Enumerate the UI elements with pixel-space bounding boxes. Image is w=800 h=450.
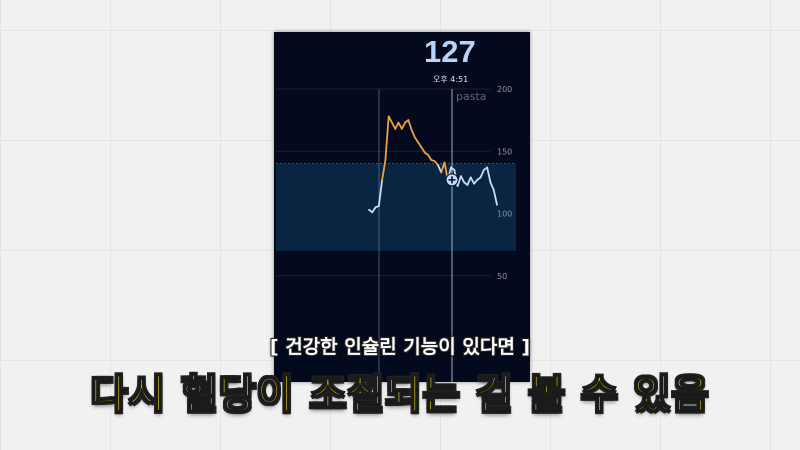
plus-icon (448, 176, 456, 184)
glucose-line-segment (414, 136, 420, 144)
glucose-line-segment (486, 166, 492, 184)
glucose-line-segment (417, 141, 423, 149)
target-range-band (276, 163, 516, 251)
reading-time: 오후 4:51 (433, 75, 469, 84)
y-tick-label: 50 (497, 272, 507, 281)
glucose-line-segment (391, 121, 397, 130)
glucose-line-segment (489, 181, 495, 191)
glucose-line-segment (459, 175, 466, 184)
glucose-line-segment (394, 121, 400, 130)
glucose-line-segment (397, 121, 403, 130)
subtitle-line-2: 다시 혈당이 조절되는 걸 볼 수 있음 (90, 371, 710, 419)
subtitle-line-1: [ 건강한 인슐린 기능이 있다면 ] (269, 336, 531, 358)
glucose-line-segment (377, 178, 384, 207)
y-tick-label: 100 (497, 210, 512, 219)
meal-annotation: pasta (456, 90, 487, 103)
glucose-line-segment (479, 169, 485, 179)
y-tick-label: 150 (497, 147, 512, 156)
glucose-line-segment (456, 175, 462, 188)
glucose-line-segment (410, 129, 416, 139)
y-tick-label: 200 (497, 85, 512, 94)
glucose-line-segment (371, 206, 377, 214)
glucose-line-segment (381, 159, 387, 181)
glucose-line-segment (469, 176, 475, 185)
glucose-line-segment (437, 164, 443, 174)
glucose-line-segment (427, 154, 433, 161)
glucose-line-segment (387, 115, 393, 124)
glucose-line-segment (466, 176, 472, 186)
glucose-line-segment (492, 188, 498, 206)
glucose-line-segment (384, 115, 390, 161)
glucose-value: 127 (424, 34, 476, 69)
glucose-line-segment (400, 121, 407, 130)
glucose-line-segment (420, 146, 426, 154)
glucose-line-segment (407, 119, 413, 131)
